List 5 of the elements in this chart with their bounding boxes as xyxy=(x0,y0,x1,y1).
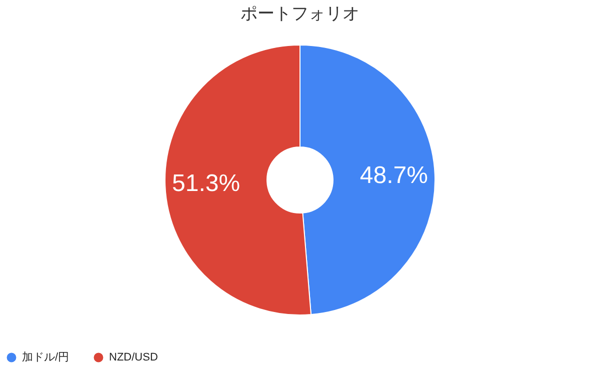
data-label: 51.3% xyxy=(172,170,240,197)
legend-label: NZD/USD xyxy=(109,352,158,364)
legend-label: 加ドル/円 xyxy=(22,350,70,364)
chart-title: ポートフォリオ xyxy=(240,4,360,23)
data-label: 48.7% xyxy=(360,162,428,190)
